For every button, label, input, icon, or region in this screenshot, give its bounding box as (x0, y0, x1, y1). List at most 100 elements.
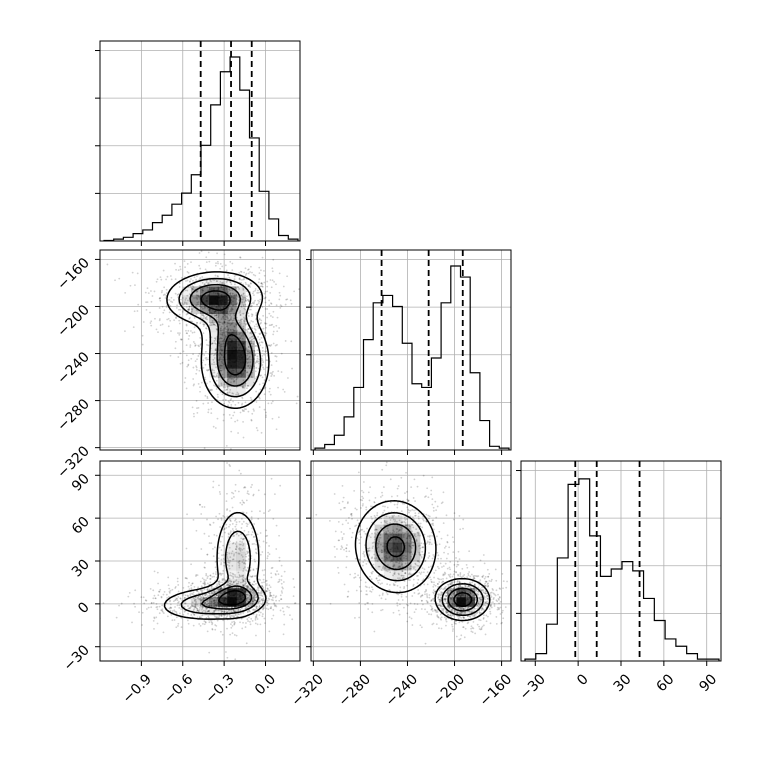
scatter-point (132, 326, 135, 329)
scatter-point (265, 326, 267, 329)
scatter-point (241, 575, 244, 578)
scatter-point (261, 350, 264, 352)
scatter-point (165, 593, 168, 596)
scatter-point (242, 621, 244, 624)
scatter-point (268, 390, 271, 393)
scatter-point (256, 303, 259, 306)
scatter-point (213, 601, 216, 604)
scatter-point (162, 269, 165, 272)
scatter-point (203, 305, 206, 308)
scatter-point (247, 300, 250, 303)
scatter-point (226, 563, 229, 566)
scatter-point (210, 322, 212, 325)
scatter-point (217, 320, 220, 323)
scatter-point (174, 262, 176, 265)
scatter-point (173, 319, 176, 322)
scatter-point (496, 606, 499, 609)
scatter-point (244, 299, 247, 301)
scatter-point (240, 533, 243, 535)
density-cell (227, 322, 237, 333)
scatter-point (264, 322, 267, 325)
scatter-point (175, 316, 177, 319)
scatter-point (294, 602, 297, 605)
scatter-point (240, 518, 243, 520)
scatter-point (245, 569, 248, 572)
scatter-point (246, 298, 249, 301)
scatter-point (151, 295, 154, 297)
scatter-point (196, 275, 198, 277)
scatter-point (268, 324, 271, 327)
scatter-point (157, 594, 160, 597)
scatter-point (241, 300, 243, 303)
scatter-point (210, 586, 213, 588)
scatter-point (213, 599, 216, 602)
scatter-point (217, 376, 220, 379)
scatter-point (463, 636, 466, 639)
scatter-point (216, 616, 218, 618)
scatter-point (250, 308, 252, 311)
scatter-point (449, 573, 452, 576)
scatter-point (221, 579, 224, 581)
scatter-point (285, 298, 288, 301)
density-cell (200, 286, 210, 296)
scatter-point (262, 608, 264, 611)
scatter-point (236, 419, 239, 422)
scatter-point (242, 420, 244, 423)
scatter-point (203, 566, 206, 569)
scatter-point (345, 550, 348, 553)
scatter-point (256, 292, 259, 294)
scatter-point (246, 552, 249, 555)
scatter-point (201, 594, 204, 597)
scatter-point (162, 612, 165, 614)
scatter-point (219, 327, 222, 330)
scatter-point (189, 280, 191, 283)
scatter-point (202, 582, 205, 585)
scatter-point (229, 556, 232, 559)
scatter-point (265, 590, 267, 593)
scatter-point (177, 590, 180, 593)
scatter-point (242, 537, 245, 540)
scatter-point (206, 318, 209, 321)
scatter-point (220, 282, 223, 284)
scatter-point (247, 384, 249, 387)
scatter-point (246, 593, 249, 596)
scatter-point (196, 294, 199, 297)
scatter-point (440, 578, 443, 581)
scatter-point (266, 290, 269, 293)
scatter-point (458, 621, 461, 624)
scatter-point (269, 591, 272, 594)
scatter-point (231, 304, 234, 307)
scatter-point (270, 598, 273, 601)
scatter-point (252, 568, 255, 571)
scatter-point (235, 323, 238, 325)
scatter-point (222, 413, 225, 416)
scatter-point (221, 572, 224, 575)
scatter-point (295, 402, 298, 405)
scatter-point (204, 610, 207, 612)
scatter-point (353, 489, 356, 492)
density-cell (181, 295, 192, 305)
scatter-point (268, 387, 271, 390)
scatter-point (202, 622, 204, 625)
scatter-point (223, 402, 226, 405)
scatter-point (224, 326, 227, 329)
density-cell (227, 286, 237, 296)
scatter-point (213, 384, 215, 387)
scatter-point (250, 342, 253, 345)
scatter-point (261, 581, 263, 584)
scatter-point (159, 297, 161, 299)
scatter-point (400, 476, 403, 479)
scatter-point (204, 376, 206, 379)
scatter-point (248, 594, 251, 597)
scatter-point (256, 429, 259, 432)
scatter-point (188, 588, 191, 591)
scatter-point (381, 592, 384, 595)
scatter-point (195, 575, 197, 577)
scatter-point (248, 352, 251, 354)
scatter-point (177, 584, 180, 586)
scatter-point (257, 587, 260, 590)
scatter-point (253, 575, 256, 578)
scatter-point (226, 385, 229, 388)
scatter-point (223, 320, 226, 323)
scatter-point (230, 306, 233, 309)
